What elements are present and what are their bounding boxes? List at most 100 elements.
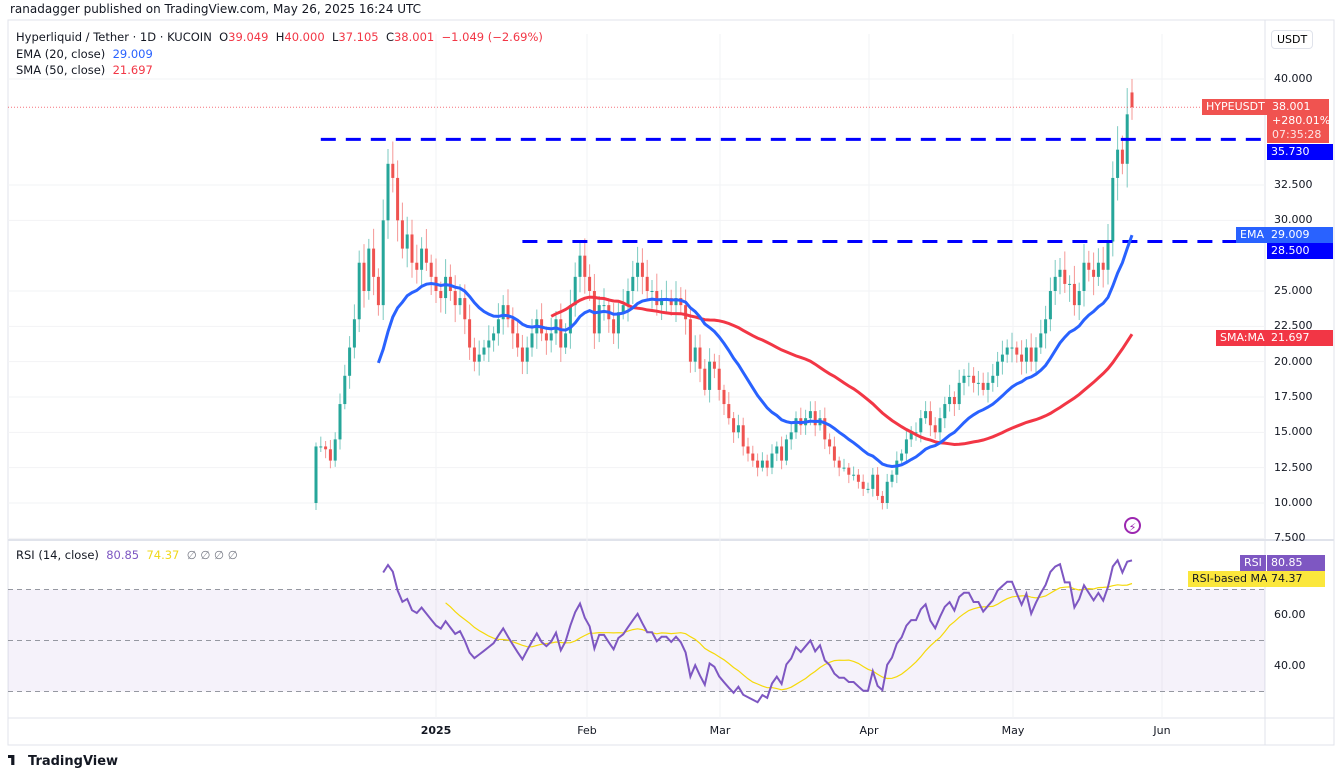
candle-body — [842, 467, 846, 469]
candle-body — [1068, 283, 1072, 285]
candle-body — [626, 290, 630, 306]
ema-legend[interactable]: EMA (20, close) 29.009 — [16, 47, 153, 61]
rsi-line — [382, 558, 1133, 704]
candle-body — [396, 177, 400, 221]
candle-body — [688, 319, 692, 362]
price-tick: 30.000 — [1274, 213, 1313, 227]
candle-body — [890, 474, 894, 482]
candle-body — [900, 453, 904, 461]
candle-body — [1048, 290, 1052, 320]
rsi-legend[interactable]: RSI (14, close) 80.85 74.37 ∅ ∅ ∅ ∅ — [16, 548, 238, 562]
price-tick: 40.000 — [1274, 72, 1313, 85]
lightning-icon[interactable]: ⚡ — [1124, 517, 1141, 534]
candle-body — [343, 375, 347, 405]
candle-body — [952, 396, 956, 405]
candle-body — [736, 425, 740, 433]
price-tick: 15.000 — [1274, 425, 1313, 439]
candle-body — [444, 276, 448, 299]
candle-body — [568, 305, 572, 334]
candle-body — [698, 347, 702, 369]
candle-body — [991, 375, 995, 383]
candle-body — [967, 375, 971, 377]
candle-body — [919, 418, 923, 433]
sma-legend[interactable]: SMA (50, close) 21.697 — [16, 63, 153, 77]
last-price-tag: 38.001 +280.01% 07:35:28 — [1267, 99, 1330, 143]
candle-body — [756, 460, 760, 468]
candle-body — [372, 248, 376, 277]
candle-body — [645, 276, 649, 291]
candle-body — [588, 276, 592, 291]
candle-body — [352, 319, 356, 348]
candle-body — [895, 460, 899, 475]
candle-body — [1077, 290, 1081, 306]
candle-body — [909, 432, 913, 440]
candle-body — [847, 467, 851, 475]
price-tick: 17.500 — [1274, 389, 1313, 403]
candle-body — [861, 481, 865, 489]
candle-body — [981, 382, 985, 390]
candle-body — [828, 439, 832, 447]
candle-body — [391, 163, 395, 178]
candle-body — [794, 418, 798, 433]
candle-body — [496, 319, 500, 334]
rsi-ma-name-tag: RSI-based MA — [1188, 571, 1272, 587]
candle-body — [1044, 319, 1048, 334]
candle-body — [314, 446, 318, 503]
candle-body — [732, 418, 736, 433]
candle-body — [1130, 92, 1134, 108]
candle-body — [712, 361, 716, 369]
candle-body — [410, 234, 414, 263]
candle-body — [516, 333, 520, 348]
ema-tag: 29.009 — [1267, 227, 1333, 243]
tradingview-logo[interactable]: TradingView — [8, 754, 118, 769]
candle-body — [602, 305, 606, 307]
candle-body — [415, 262, 419, 270]
time-label: Jun — [1153, 724, 1171, 737]
candle-body — [468, 319, 472, 348]
candle-body — [674, 298, 678, 306]
candle-body — [717, 368, 721, 390]
time-label: 2025 — [420, 724, 452, 737]
candle-body — [333, 439, 337, 461]
candle-body — [880, 495, 884, 503]
candle-body — [453, 290, 457, 306]
candle-body — [376, 276, 380, 306]
candle-body — [1020, 354, 1024, 362]
candle-body — [904, 439, 908, 454]
candle-body — [386, 163, 390, 221]
candle-body — [746, 446, 750, 454]
candle-body — [684, 305, 688, 320]
sma-line — [550, 295, 1134, 447]
symbol-tag: HYPEUSDT — [1202, 99, 1269, 115]
candle-body — [914, 432, 918, 434]
time-label: Apr — [859, 724, 879, 737]
candle-body — [501, 305, 505, 320]
time-label: Feb — [577, 724, 597, 737]
candle-body — [727, 404, 731, 419]
candle-body — [530, 333, 534, 348]
candle-body — [1058, 269, 1062, 277]
currency-button[interactable]: USDT — [1271, 30, 1314, 49]
candle-body — [458, 298, 462, 306]
candle-body — [943, 404, 947, 419]
candle-body — [367, 248, 371, 291]
tv-logo-icon — [8, 755, 15, 765]
candle-body — [703, 368, 707, 390]
candle-body — [775, 446, 779, 454]
candle-body — [1039, 333, 1043, 348]
sma-tag: 21.697 — [1267, 330, 1333, 346]
time-label: Mar — [709, 724, 731, 737]
candle-body — [693, 347, 697, 362]
candle-body — [780, 446, 784, 461]
time-label: May — [1001, 724, 1025, 737]
candle-body — [597, 305, 601, 334]
candle-body — [482, 347, 486, 355]
candle-body — [1092, 269, 1096, 277]
candle-body — [722, 389, 726, 405]
candle-body — [650, 290, 654, 292]
candle-body — [976, 382, 980, 384]
candle-body — [631, 276, 635, 291]
candle-body — [885, 481, 889, 503]
